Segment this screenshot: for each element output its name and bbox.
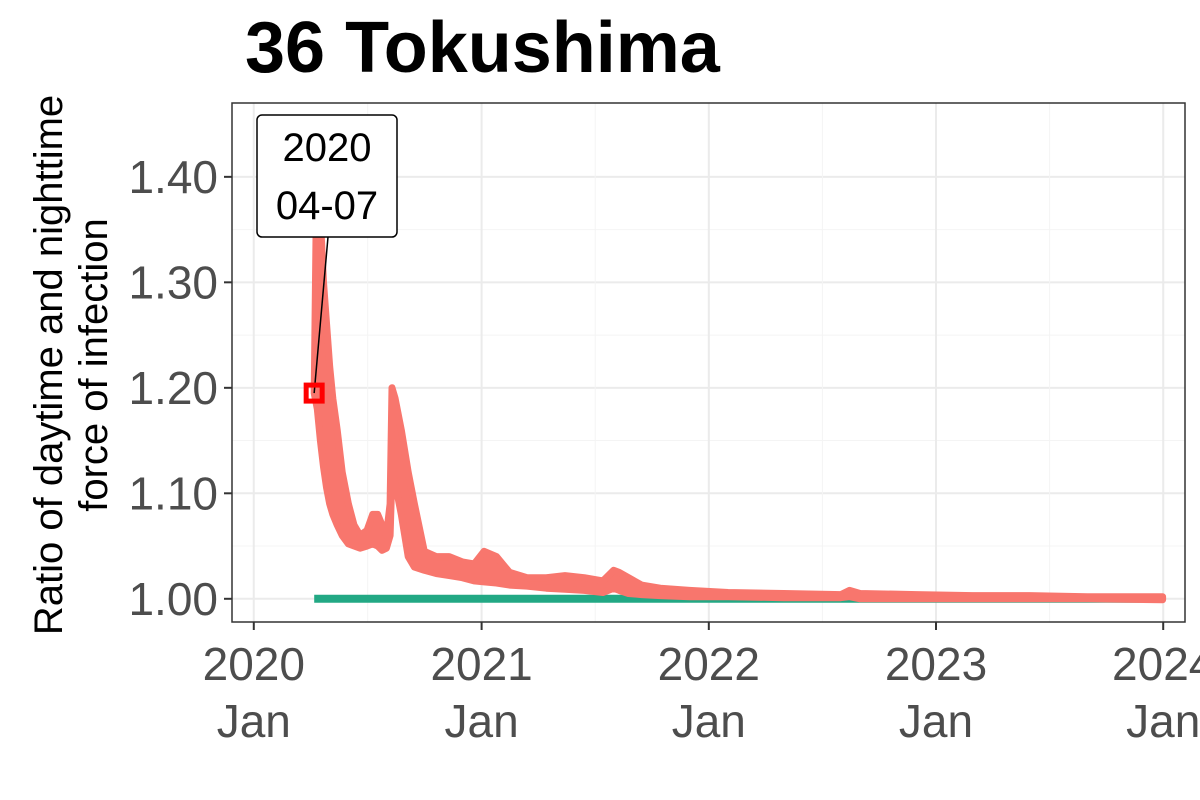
x-tick-label-year: 2023 bbox=[885, 638, 987, 690]
annotation-leader-line bbox=[313, 236, 329, 394]
y-tick-label: 1.00 bbox=[128, 573, 218, 625]
x-tick-label-year: 2021 bbox=[430, 638, 532, 690]
x-tick-label-month: Jan bbox=[445, 695, 519, 747]
x-tick-label-month: Jan bbox=[899, 695, 973, 747]
axes: 1.001.101.201.301.402020Jan2021Jan2022Ja… bbox=[128, 151, 1200, 747]
x-tick-label-year: 2024 bbox=[1112, 638, 1200, 690]
annotation-label-box bbox=[256, 114, 398, 238]
x-tick-label-month: Jan bbox=[1126, 695, 1200, 747]
annotation: 2020 04-07 bbox=[256, 114, 398, 404]
y-tick-label: 1.40 bbox=[128, 151, 218, 203]
x-tick-label-year: 2020 bbox=[203, 638, 305, 690]
y-axis-label: Ratio of daytime and nighttime force of … bbox=[27, 95, 116, 635]
series-band-red bbox=[310, 120, 1167, 604]
annotation-label-line2: 04-07 bbox=[276, 184, 378, 228]
x-tick-label-month: Jan bbox=[672, 695, 746, 747]
x-tick-label-month: Jan bbox=[217, 695, 291, 747]
y-tick-label: 1.30 bbox=[128, 256, 218, 308]
plot-series bbox=[310, 120, 1167, 604]
chart-title: 36 Tokushima bbox=[245, 8, 721, 88]
annotation-marker bbox=[303, 382, 325, 404]
y-axis-label-line1: Ratio of daytime and nighttime bbox=[27, 95, 71, 635]
x-tick-label-year: 2022 bbox=[658, 638, 760, 690]
y-tick-label: 1.20 bbox=[128, 362, 218, 414]
y-tick-label: 1.10 bbox=[128, 467, 218, 519]
annotation-label-line1: 2020 bbox=[283, 126, 372, 170]
y-axis-label-line2: force of infection bbox=[72, 218, 116, 512]
